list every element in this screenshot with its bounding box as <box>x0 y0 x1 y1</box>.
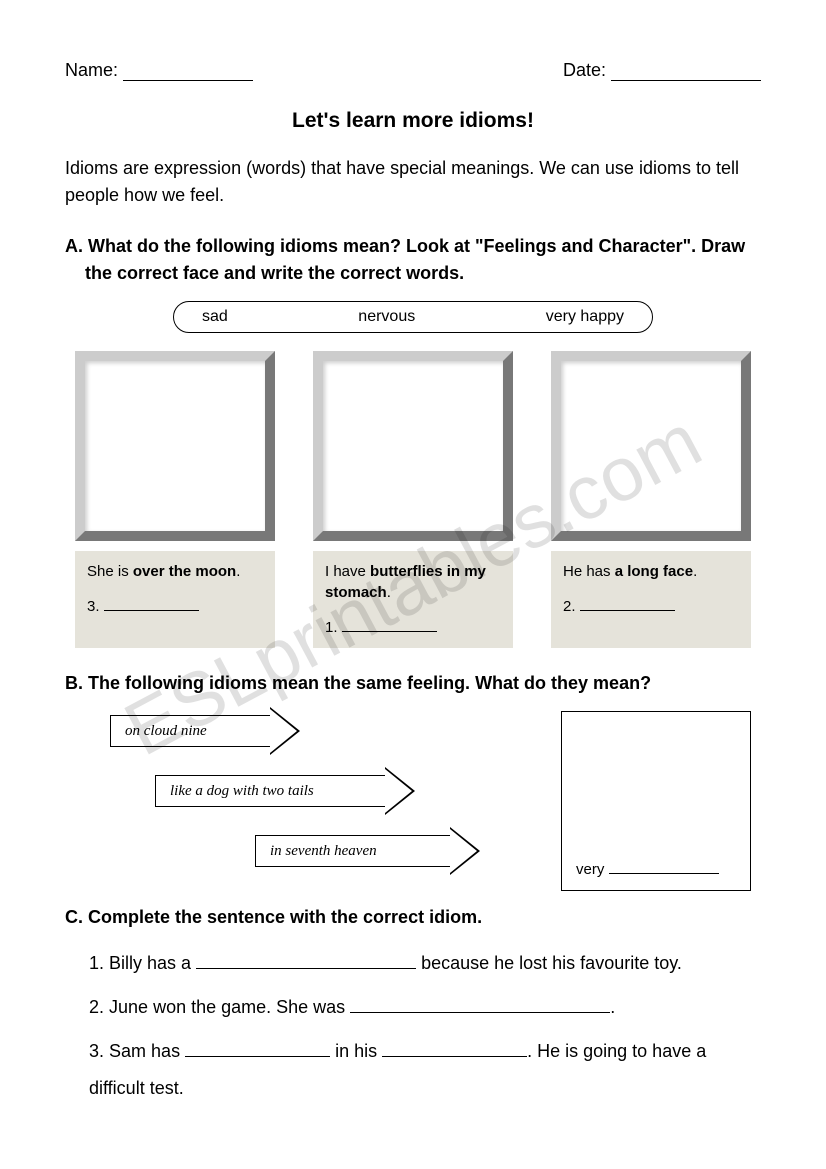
drawing-box[interactable] <box>313 351 513 541</box>
date-label: Date: <box>563 60 606 80</box>
fill-blank[interactable] <box>185 1040 330 1056</box>
word-bank-item: nervous <box>358 308 415 326</box>
section-c-heading: C. Complete the sentence with the correc… <box>85 904 761 931</box>
page-title: Let's learn more idioms! <box>65 109 761 133</box>
caption-block: She is over the moon. 3. <box>75 551 275 648</box>
sentences-list: 1. Billy has a because he lost his favou… <box>65 945 761 1108</box>
caption-pre: He has <box>563 563 615 580</box>
sentence-text: June won the game. She was <box>109 997 350 1017</box>
caption-sentence: He has a long face. <box>563 561 741 582</box>
caption-bold: a long face <box>615 563 693 580</box>
caption-sentence: I have butterflies in my stomach. <box>325 561 503 603</box>
drawing-box[interactable] <box>551 351 751 541</box>
drawing-boxes-row <box>75 351 751 541</box>
answer-blank[interactable] <box>342 631 437 632</box>
sentence-num: 3. <box>89 1041 104 1061</box>
arrow-label: on cloud nine <box>110 715 270 747</box>
arrow: in seventh heaven <box>255 831 480 871</box>
arrow-label: in seventh heaven <box>255 835 450 867</box>
name-label: Name: <box>65 60 118 80</box>
date-field: Date: <box>563 60 761 81</box>
section-b-heading: B. The following idioms mean the same fe… <box>85 670 761 697</box>
sentence-num: 2. <box>89 997 104 1017</box>
sentence-item: 2. June won the game. She was . <box>89 989 761 1027</box>
arrow-label: like a dog with two tails <box>155 775 385 807</box>
drawing-box[interactable] <box>75 351 275 541</box>
arrow-head-icon <box>450 827 480 875</box>
answer-box: very <box>561 711 751 891</box>
fill-blank[interactable] <box>196 953 416 969</box>
caption-answer: 2. <box>563 596 741 617</box>
sentence-item: 1. Billy has a because he lost his favou… <box>89 945 761 983</box>
sentence-item: 3. Sam has in his . He is going to have … <box>89 1033 761 1109</box>
caption-block: He has a long face. 2. <box>551 551 751 648</box>
caption-answer: 1. <box>325 617 503 638</box>
captions-row: She is over the moon. 3. I have butterfl… <box>75 551 751 648</box>
name-field: Name: <box>65 60 253 81</box>
sentence-text: . <box>610 997 615 1017</box>
caption-bold: over the moon <box>133 563 236 580</box>
caption-post: . <box>693 563 697 580</box>
header-row: Name: Date: <box>65 60 761 81</box>
arrows-block: on cloud nine like a dog with two tails … <box>65 711 761 896</box>
arrow-head-icon <box>385 767 415 815</box>
sentence-text: because he lost his favourite toy. <box>416 953 682 973</box>
name-blank[interactable] <box>123 63 253 81</box>
arrow: like a dog with two tails <box>155 771 415 811</box>
date-blank[interactable] <box>611 63 761 81</box>
sentence-text: Sam has <box>109 1041 185 1061</box>
word-bank: sad nervous very happy <box>173 301 653 333</box>
caption-num: 3. <box>87 598 100 615</box>
answer-prefix: very <box>576 861 604 878</box>
caption-sentence: She is over the moon. <box>87 561 265 582</box>
word-bank-item: very happy <box>546 308 624 326</box>
arrow: on cloud nine <box>110 711 300 751</box>
answer-box-text: very <box>576 861 719 878</box>
caption-num: 2. <box>563 598 576 615</box>
caption-answer: 3. <box>87 596 265 617</box>
arrow-head-icon <box>270 707 300 755</box>
fill-blank[interactable] <box>350 997 610 1013</box>
sentence-text: in his <box>330 1041 382 1061</box>
answer-blank[interactable] <box>580 610 675 611</box>
caption-pre: I have <box>325 563 370 580</box>
answer-blank[interactable] <box>104 610 199 611</box>
fill-blank[interactable] <box>382 1040 527 1056</box>
caption-post: . <box>236 563 240 580</box>
word-bank-item: sad <box>202 308 228 326</box>
sentence-num: 1. <box>89 953 104 973</box>
sentence-text: Billy has a <box>109 953 196 973</box>
caption-pre: She is <box>87 563 133 580</box>
intro-text: Idioms are expression (words) that have … <box>65 155 761 209</box>
caption-block: I have butterflies in my stomach. 1. <box>313 551 513 648</box>
section-a-heading: A. What do the following idioms mean? Lo… <box>85 233 761 287</box>
caption-num: 1. <box>325 619 338 636</box>
caption-post: . <box>387 584 391 601</box>
answer-blank[interactable] <box>609 873 719 874</box>
